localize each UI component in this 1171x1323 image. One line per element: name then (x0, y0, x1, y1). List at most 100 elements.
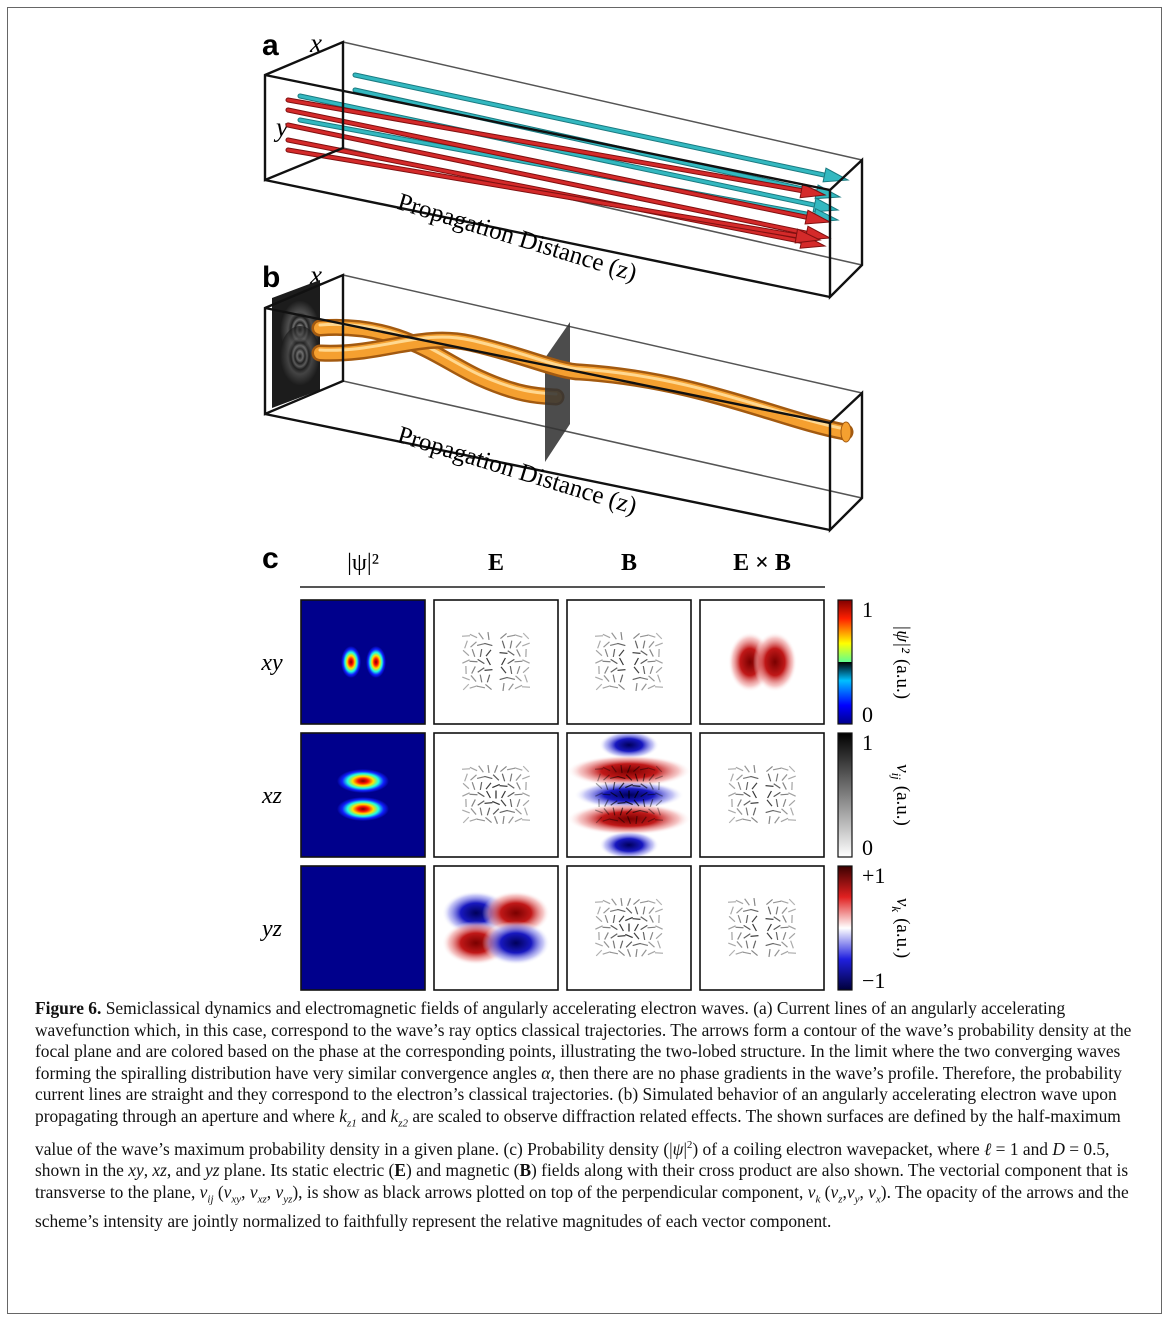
field-tile (434, 733, 558, 857)
propagation-label: Propagation Distance (z) (394, 422, 640, 520)
caption-run: yz (205, 1160, 220, 1180)
axis-label: y (273, 112, 288, 142)
caption-run: xy (128, 1160, 143, 1180)
colorbar (838, 733, 852, 857)
source-plane (272, 280, 320, 408)
field-arrow (618, 936, 626, 937)
field-arrow (500, 653, 508, 654)
background (301, 600, 425, 724)
panel-label: b (262, 261, 280, 294)
caption-run: = 1 and (991, 1139, 1052, 1159)
density-lobe (599, 731, 659, 759)
colorbar (838, 866, 852, 990)
field-tile (700, 866, 824, 990)
field-arrow (648, 927, 656, 928)
field-tile (567, 600, 691, 724)
label-subscript: k (889, 906, 904, 912)
caption-run: ), is show as black arrows plotted on to… (292, 1182, 807, 1202)
caption-run: , (241, 1182, 250, 1202)
label-subscript: ij (889, 773, 904, 781)
column-header: B (621, 550, 637, 576)
column-header: E (488, 550, 504, 576)
field-arrow (470, 661, 478, 662)
caption-run: D (1052, 1139, 1065, 1159)
colorbar-tick: 1 (862, 730, 873, 755)
field-tile (700, 733, 824, 857)
field-arrow (736, 927, 744, 928)
field-arrow (485, 670, 493, 671)
field-arrow (781, 794, 789, 795)
background (301, 733, 425, 857)
field-tile (301, 733, 425, 857)
field-arrow (633, 919, 641, 920)
caption-run: , and (167, 1160, 205, 1180)
caption-run: ( (214, 1182, 224, 1202)
field-arrow (515, 661, 523, 662)
caption-run: k (339, 1106, 347, 1126)
density-lobe (482, 921, 550, 965)
field-arrow (603, 794, 611, 795)
field-arrow (781, 927, 789, 928)
field-arrow (736, 794, 744, 795)
field-arrow (633, 786, 641, 787)
field-arrow (751, 936, 759, 937)
tubes (320, 337, 851, 442)
caption-run: z2 (398, 1117, 408, 1129)
field-tile (567, 866, 691, 990)
background (301, 866, 425, 990)
density-lobe (341, 646, 361, 678)
caption-run: v (847, 1182, 855, 1202)
density-lobe (599, 831, 659, 859)
field-arrow (603, 661, 611, 662)
caption-run: plane. Its static electric ( (220, 1160, 395, 1180)
field-arrow (633, 653, 641, 654)
field-arrow (648, 794, 656, 795)
tile-bg (700, 733, 824, 857)
figure: a x y Propagation Distance (z) b x y Pro… (0, 0, 1171, 995)
density-lobe (753, 632, 797, 692)
tile-bg (567, 600, 691, 724)
caption-run: z1 (347, 1117, 357, 1129)
label-unit: (a.u.) (892, 659, 913, 699)
colorbar-label: vij(a.u.) (889, 764, 913, 826)
caption-run: ) of a coiling electron wavepacket, wher… (692, 1139, 984, 1159)
trajectory (300, 96, 828, 208)
caption-run: E (394, 1160, 406, 1180)
field-arrow (515, 794, 523, 795)
caption-run: Figure 6. (35, 998, 101, 1018)
field-arrow (618, 670, 626, 671)
caption-run: yz (283, 1193, 292, 1205)
caption-run: , (859, 1182, 868, 1202)
label-unit: (a.u.) (892, 918, 913, 958)
caption-run: B (519, 1160, 531, 1180)
colorbar-tick: 1 (862, 597, 873, 622)
label-unit: (a.u.) (892, 786, 913, 826)
caption-run: v (868, 1182, 876, 1202)
tile-bg (700, 866, 824, 990)
field-tile (301, 600, 425, 724)
field-tile (434, 866, 558, 990)
field-tile (567, 731, 691, 859)
colorbar-label: vk(a.u.) (889, 898, 913, 958)
trajectories (288, 75, 848, 248)
field-tile (434, 600, 558, 724)
caption-run: ) and magnetic ( (406, 1160, 519, 1180)
field-tile (700, 600, 824, 724)
caption-run: xy (231, 1193, 241, 1205)
colorbar-tick: 0 (862, 702, 873, 727)
colorbar-tick: −1 (862, 968, 885, 993)
field-arrow (648, 661, 656, 662)
field-arrow (766, 919, 774, 920)
colorbar (838, 600, 852, 724)
field-tile (301, 866, 425, 990)
row-label: xz (261, 783, 283, 809)
column-header: E × B (733, 550, 791, 576)
caption-run: xz (258, 1193, 267, 1205)
field-arrow (618, 803, 626, 804)
field-arrow (751, 803, 759, 804)
colorbar-label: |ψ|²(a.u.) (892, 625, 913, 699)
caption-run: and (357, 1106, 391, 1126)
colorbar-tick: 0 (862, 835, 873, 860)
panel-label: c (262, 542, 279, 575)
